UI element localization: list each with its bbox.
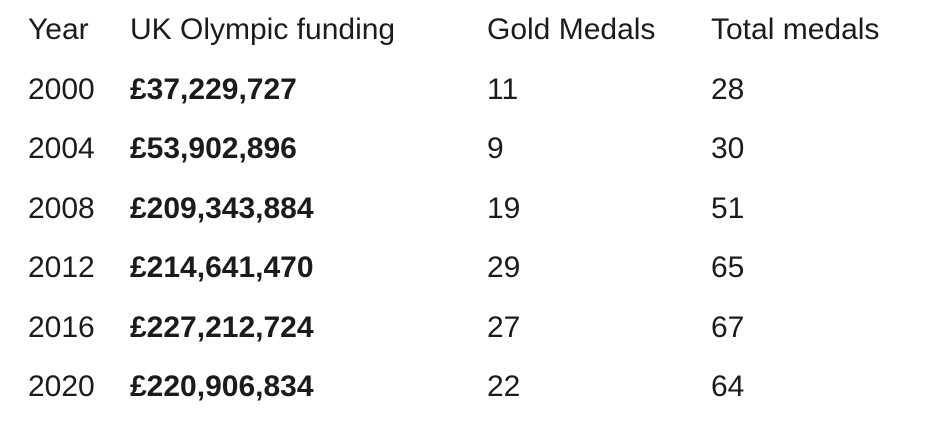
year-cell: 2020 (28, 370, 95, 404)
gold-cell: 29 (487, 251, 521, 285)
gold-cell: 11 (487, 72, 519, 106)
year-cell: 2016 (28, 310, 95, 344)
total-cell: 28 (711, 72, 745, 106)
header-funding: UK Olympic funding (130, 13, 396, 46)
year-cell: 2012 (28, 251, 95, 285)
funding-cell: £37,229,727 (130, 72, 297, 106)
olympic-funding-table: Year UK Olympic funding Gold Medals Tota… (28, 0, 931, 417)
funding-cell: £53,902,896 (130, 132, 297, 166)
funding-cell: £209,343,884 (130, 191, 314, 225)
gold-cell: 9 (487, 132, 504, 166)
total-cell: 30 (711, 132, 745, 166)
table-row: 2004 £53,902,896 9 30 (28, 120, 931, 180)
total-cell: 64 (711, 370, 745, 404)
table-row: 2008 £209,343,884 19 51 (28, 179, 931, 239)
funding-cell: £220,906,834 (130, 370, 314, 404)
header-gold-medals: Gold Medals (487, 13, 656, 46)
gold-cell: 19 (487, 191, 521, 225)
total-cell: 67 (711, 310, 745, 344)
year-cell: 2000 (28, 72, 95, 106)
total-cell: 65 (711, 251, 745, 285)
table-header: Year UK Olympic funding Gold Medals Tota… (28, 0, 931, 60)
gold-cell: 27 (487, 310, 521, 344)
year-cell: 2004 (28, 132, 95, 166)
year-cell: 2008 (28, 191, 95, 225)
total-cell: 51 (711, 191, 745, 225)
table-body: 2000 £37,229,727 11 28 2004 £53,902,896 … (28, 60, 931, 417)
gold-cell: 22 (487, 370, 521, 404)
header-year: Year (28, 13, 89, 46)
table-row: 2020 £220,906,834 22 64 (28, 358, 931, 418)
funding-cell: £214,641,470 (130, 251, 314, 285)
header-row: Year UK Olympic funding Gold Medals Tota… (28, 0, 931, 60)
table-row: 2012 £214,641,470 29 65 (28, 239, 931, 299)
funding-cell: £227,212,724 (130, 310, 314, 344)
table-row: 2016 £227,212,724 27 67 (28, 298, 931, 358)
header-total-medals: Total medals (711, 13, 880, 46)
table-row: 2000 £37,229,727 11 28 (28, 60, 931, 120)
